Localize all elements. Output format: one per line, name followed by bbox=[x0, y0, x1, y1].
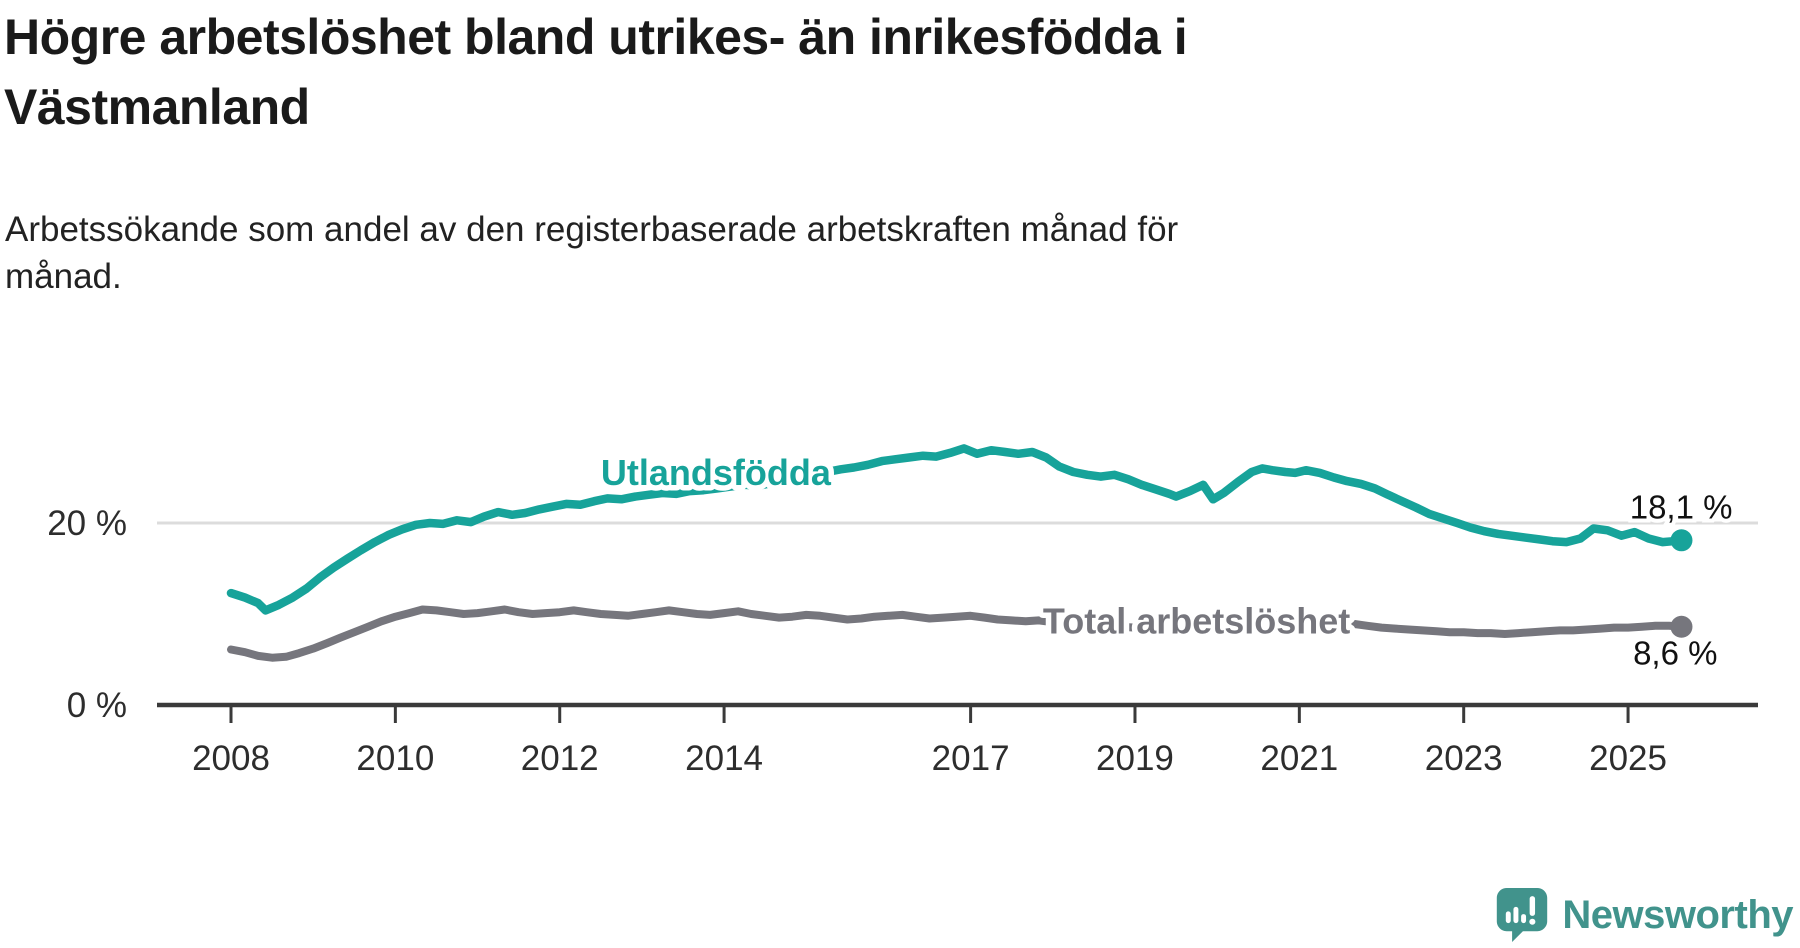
bar-icon-short bbox=[1506, 911, 1512, 924]
x-tick-label-2017: 2017 bbox=[932, 739, 1010, 778]
bar-icon-tall bbox=[1513, 906, 1519, 924]
newsworthy-logo-text: Newsworthy bbox=[1562, 892, 1793, 937]
newsworthy-speech-bubble-icon bbox=[1497, 888, 1548, 942]
x-tick-label-2012: 2012 bbox=[521, 739, 599, 778]
x-tick-label-2023: 2023 bbox=[1425, 739, 1503, 778]
x-tick-label-2014: 2014 bbox=[685, 739, 763, 778]
y-tick-label-20pct: 20 % bbox=[47, 504, 127, 543]
x-tick-label-2010: 2010 bbox=[356, 739, 434, 778]
series-line-utlandsf-dda bbox=[226, 444, 1686, 615]
exclamation-stem-icon bbox=[1530, 896, 1536, 916]
end-dot-utlandsf-dda bbox=[1670, 529, 1693, 552]
bar-icon-medium bbox=[1521, 914, 1527, 924]
x-tick-label-2008: 2008 bbox=[192, 739, 270, 778]
end-dot-total-arbetsl-shet bbox=[1670, 615, 1693, 638]
exclamation-dot-icon bbox=[1529, 918, 1536, 925]
x-tick-label-2021: 2021 bbox=[1260, 739, 1338, 778]
end-value-label-total-arbetsl-shet: 8,6 % bbox=[1633, 635, 1717, 672]
page-subtitle: Arbetssökande som andel av den registerb… bbox=[5, 210, 1179, 296]
end-value-label-utlandsf-dda: 18,1 % bbox=[1630, 488, 1733, 525]
page-title: Högre arbetslöshet bland utrikes- än inr… bbox=[4, 9, 1188, 135]
x-tick-label-2025: 2025 bbox=[1589, 739, 1667, 778]
newsworthy-logo: Newsworthy bbox=[1495, 886, 1793, 944]
x-tick-label-2019: 2019 bbox=[1096, 739, 1174, 778]
series-label-total-arbetsl-shet: Total arbetslöshet bbox=[1043, 600, 1350, 641]
series-label-utlandsf-dda: Utlandsfödda bbox=[601, 452, 832, 493]
series-line-total-arbetsl-shet bbox=[227, 605, 1686, 662]
y-tick-label-0pct: 0 % bbox=[67, 686, 127, 725]
